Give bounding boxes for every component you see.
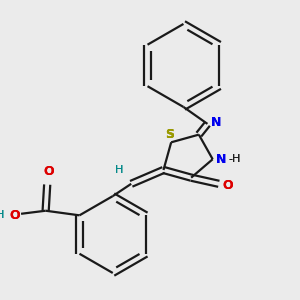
Text: O: O — [44, 165, 54, 178]
Text: -H: -H — [229, 154, 241, 164]
Text: O: O — [223, 179, 233, 192]
Text: O: O — [44, 165, 54, 178]
Text: N: N — [216, 153, 227, 166]
Text: S: S — [165, 128, 174, 141]
Text: N: N — [211, 115, 224, 130]
Text: H: H — [115, 165, 124, 175]
Text: O: O — [9, 209, 20, 222]
Text: S: S — [164, 127, 175, 142]
Text: H: H — [115, 165, 124, 175]
Text: O: O — [223, 178, 236, 193]
Text: -H: -H — [229, 152, 246, 166]
Text: S: S — [165, 128, 174, 141]
Text: N: N — [211, 116, 221, 129]
Text: O: O — [7, 208, 20, 223]
Text: -H: -H — [229, 154, 241, 164]
Text: H: H — [0, 208, 4, 222]
Text: O: O — [9, 209, 20, 222]
Text: N: N — [216, 152, 229, 167]
Text: H: H — [112, 168, 124, 182]
Text: N: N — [216, 153, 227, 166]
Text: H: H — [0, 210, 4, 220]
Text: O: O — [36, 171, 49, 186]
Text: O: O — [223, 179, 233, 192]
Text: S: S — [165, 128, 174, 141]
Text: H: H — [0, 210, 4, 220]
Text: N: N — [211, 116, 221, 129]
